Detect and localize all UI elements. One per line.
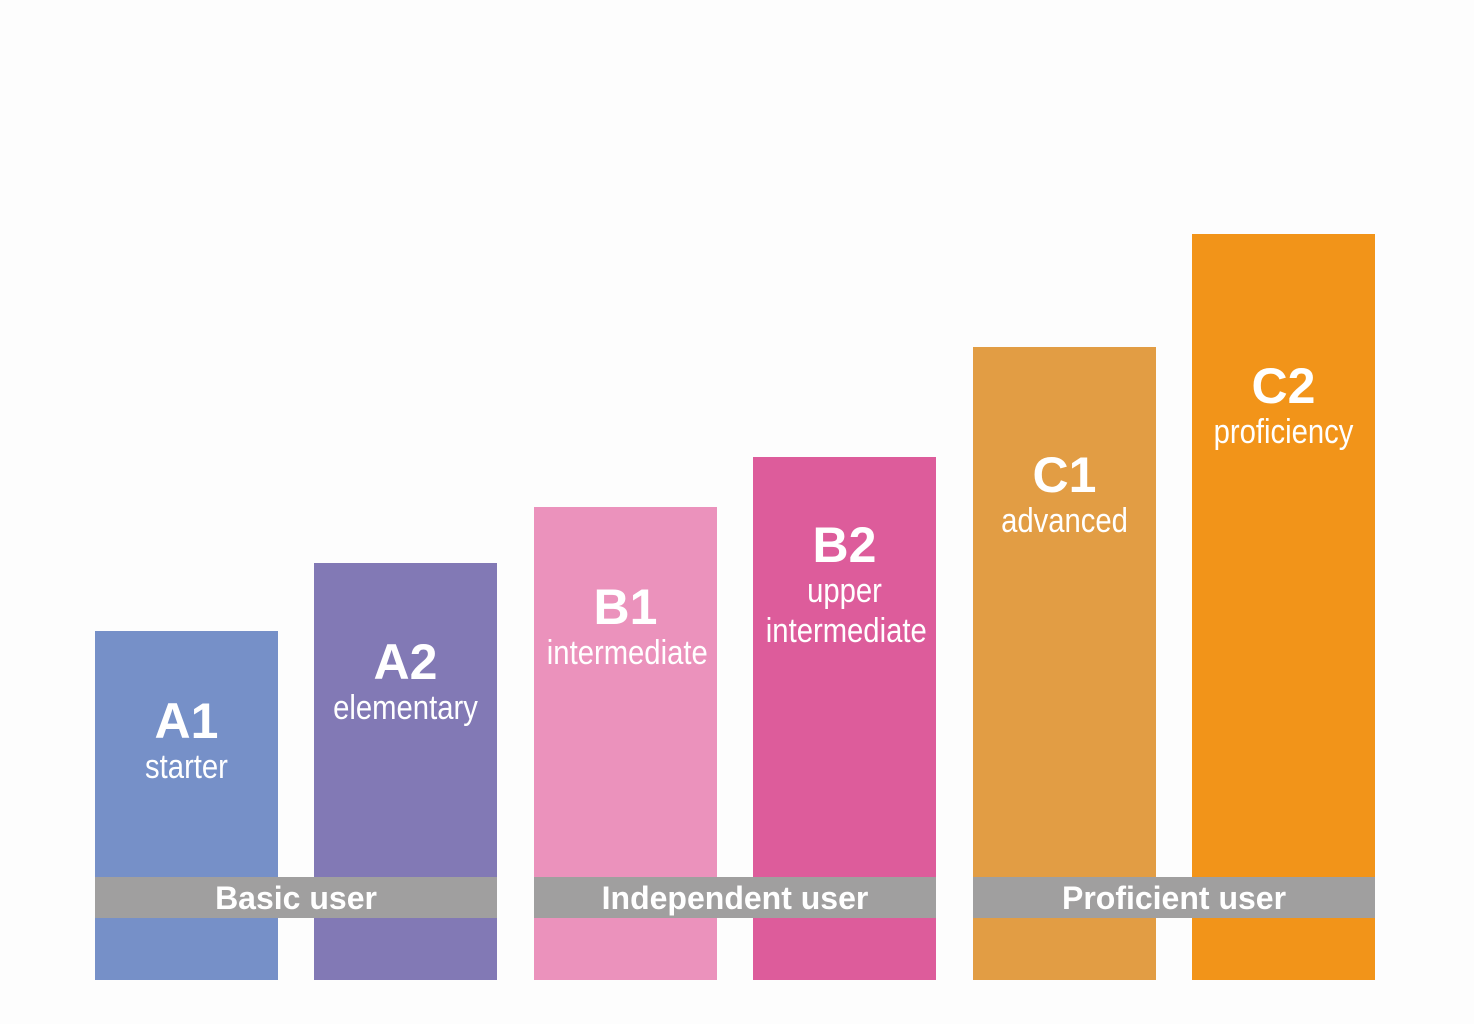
level-name: proficiency bbox=[1213, 413, 1354, 451]
level-name: upper bbox=[807, 572, 882, 610]
level-label: A1 starter bbox=[95, 695, 278, 787]
level-bar-c2: C2 proficiency bbox=[1192, 234, 1375, 980]
level-label: B2 upper intermediate bbox=[753, 519, 936, 651]
level-name: starter bbox=[145, 748, 228, 786]
level-bar-c1: C1 advanced bbox=[973, 347, 1156, 980]
level-code: B2 bbox=[812, 517, 877, 573]
group-band-basic-user: Basic user bbox=[95, 877, 497, 918]
level-name: advanced bbox=[1001, 502, 1128, 540]
level-name: intermediate bbox=[765, 612, 927, 650]
level-code: A1 bbox=[154, 693, 219, 749]
level-label: A2 elementary bbox=[314, 636, 497, 728]
level-label: B1 intermediate bbox=[534, 581, 717, 673]
level-code: C2 bbox=[1251, 358, 1316, 414]
level-name: intermediate bbox=[546, 634, 708, 672]
level-bar-a1: A1 starter bbox=[95, 631, 278, 980]
level-code: C1 bbox=[1032, 447, 1097, 503]
level-name: elementary bbox=[333, 689, 478, 727]
group-band-proficient-user: Proficient user bbox=[973, 877, 1375, 918]
level-code: B1 bbox=[593, 579, 658, 635]
group-band-independent-user: Independent user bbox=[534, 877, 936, 918]
level-code: A2 bbox=[373, 634, 438, 690]
level-label: C2 proficiency bbox=[1192, 360, 1375, 452]
level-label: C1 advanced bbox=[973, 449, 1156, 541]
